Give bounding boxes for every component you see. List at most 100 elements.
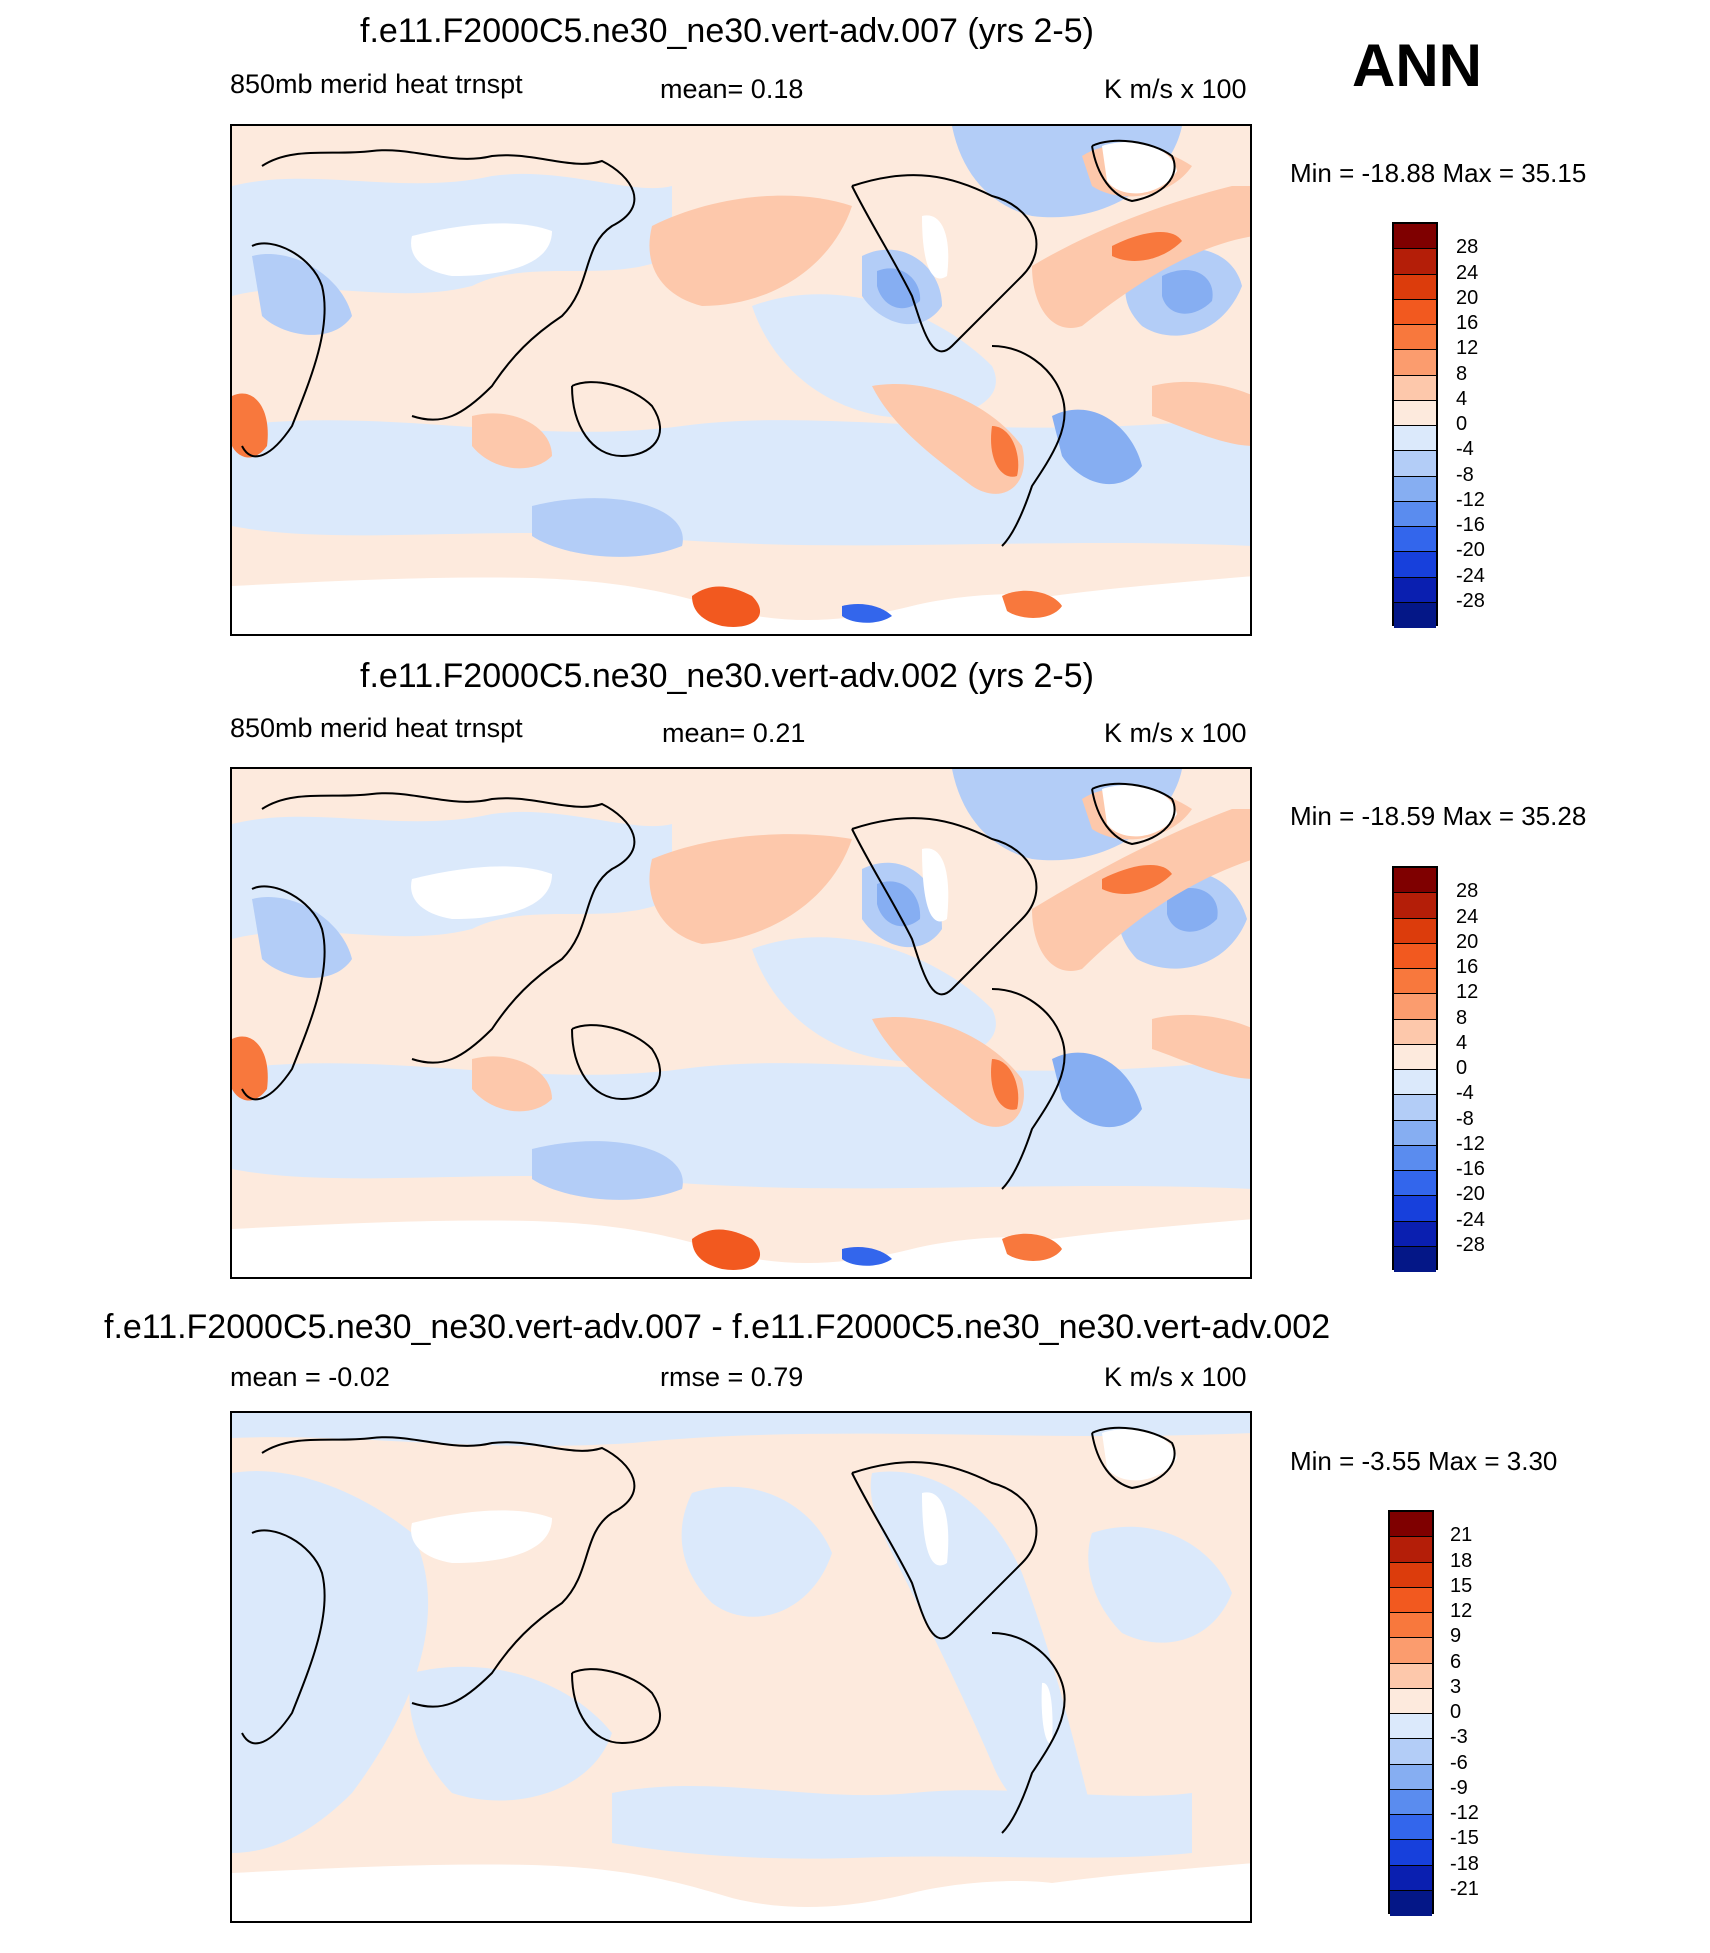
panel3-colorbar-label: -3 bbox=[1450, 1726, 1468, 1749]
panel1-colorbar-swatch bbox=[1394, 325, 1436, 351]
panel1-colorbar-label: -4 bbox=[1456, 438, 1474, 461]
panel1-region-mask-greenland bbox=[1102, 142, 1177, 194]
panel3-colorbar-swatch bbox=[1390, 1840, 1432, 1866]
panel2-map bbox=[230, 767, 1252, 1279]
panel1-colorbar-swatch bbox=[1394, 426, 1436, 452]
panel2-colorbar-swatch bbox=[1394, 1120, 1436, 1146]
panel3-coastlines bbox=[241, 1426, 1176, 1834]
panel3-colorbar-label: 12 bbox=[1450, 1600, 1473, 1622]
panel1-colorbar-swatch bbox=[1394, 501, 1436, 527]
panel1-colorbar-label: 28 bbox=[1456, 236, 1479, 259]
panel3-colorbar-swatch bbox=[1390, 1537, 1432, 1563]
panel2-colorbar-label: 0 bbox=[1456, 1057, 1468, 1079]
panel2-antarctica-pos-ross bbox=[692, 1229, 761, 1270]
panel2-colorbar-swatch bbox=[1394, 994, 1436, 1020]
panel3-colorbar-swatch bbox=[1390, 1663, 1432, 1689]
panel1-colorbar-swatch bbox=[1394, 274, 1436, 300]
panel3-colorbar-swatch bbox=[1390, 1815, 1432, 1841]
panel1-colorbar-swatch bbox=[1394, 476, 1436, 502]
panel2-colorbar-label: -12 bbox=[1456, 1132, 1485, 1155]
panel1-colorbar-label: 8 bbox=[1456, 362, 1468, 385]
panel1-region-mask-rockies bbox=[922, 215, 949, 279]
panel2-colorbar-label: 16 bbox=[1456, 956, 1479, 978]
panel1-colorbar-swatch bbox=[1394, 299, 1436, 325]
panel3-colorbar-swatch bbox=[1390, 1613, 1432, 1639]
panel2-colorbar-label: 20 bbox=[1456, 930, 1479, 953]
panel3-colorbar-swatch bbox=[1390, 1764, 1432, 1790]
panel1-mean-label: mean= 0.18 bbox=[660, 74, 804, 104]
panel3-colorbar-swatch bbox=[1390, 1714, 1432, 1740]
panel3-region-mask-andes bbox=[1041, 1682, 1053, 1744]
panel2-colorbar-swatch bbox=[1394, 1019, 1436, 1045]
panel3-colorbar-swatch bbox=[1390, 1865, 1432, 1891]
panel2-colorbar-swatch bbox=[1394, 1221, 1436, 1247]
panel3-region-neg-indian bbox=[409, 1666, 612, 1801]
panel1-region-neg-pacific bbox=[752, 294, 996, 419]
panel1-region-neg-southpac bbox=[532, 498, 683, 557]
panel3-colorbar-label: 15 bbox=[1450, 1574, 1473, 1597]
panel2-colorbar-swatch bbox=[1394, 1196, 1436, 1222]
panel1-colorbar-label: -8 bbox=[1456, 463, 1474, 486]
season-label: ANN bbox=[1352, 32, 1482, 99]
panel3-colorbar-label: 0 bbox=[1450, 1701, 1462, 1723]
panel1-region-neg-atlantic-core bbox=[1162, 270, 1213, 314]
panel1-region-neg-mideast bbox=[252, 254, 352, 335]
panel2-region-pos-southafrica bbox=[232, 1036, 268, 1101]
panel2-region-mask-rockies bbox=[922, 848, 949, 922]
panel1-region-mask-tibet bbox=[411, 223, 552, 276]
panel2-region-pos-natlantic-core bbox=[1102, 864, 1172, 894]
panel1-colorbar-label: -12 bbox=[1456, 488, 1485, 511]
panel1-coastlines bbox=[241, 139, 1176, 547]
panel1-colorbar-label: 4 bbox=[1456, 387, 1468, 410]
panel3-title: f.e11.F2000C5.ne30_ne30.vert-adv.007 - f… bbox=[104, 1308, 1331, 1346]
panel2-mean-label: mean= 0.21 bbox=[662, 718, 806, 748]
panel3-colorbar-swatch bbox=[1390, 1890, 1432, 1916]
panel3-region-neg-atlantic bbox=[1088, 1526, 1232, 1643]
panel3-mean-label: mean = -0.02 bbox=[230, 1362, 390, 1392]
panel3-colorbar-label: 21 bbox=[1450, 1524, 1473, 1547]
panel3-colorbar-label: -18 bbox=[1450, 1852, 1479, 1875]
panel1-antarctica-pos-ross bbox=[692, 586, 761, 627]
panel1-region-neg-samerica bbox=[1052, 409, 1142, 485]
panel2-variable-label: 850mb merid heat trnspt bbox=[230, 713, 523, 743]
panel2-region-pos-npacific bbox=[649, 834, 852, 944]
panel3-colorbar-label: -9 bbox=[1450, 1776, 1468, 1799]
panel3-region-mask-greenland bbox=[1102, 1429, 1177, 1481]
panel3-colorbar-swatch bbox=[1390, 1587, 1432, 1613]
panel2-region-mask-greenland bbox=[1102, 785, 1177, 837]
panel1-colorbar-swatch bbox=[1394, 375, 1436, 401]
panel1-colorbar-swatch bbox=[1394, 577, 1436, 603]
panel3-colorbar-swatch bbox=[1390, 1638, 1432, 1664]
panel1-colorbar bbox=[1392, 222, 1438, 628]
panel2-minmax-label: Min = -18.59 Max = 35.28 bbox=[1290, 801, 1587, 831]
panel2-colorbar-swatch bbox=[1394, 918, 1436, 944]
panel1-colorbar-label: -16 bbox=[1456, 514, 1485, 536]
panel3-colorbar bbox=[1388, 1510, 1434, 1916]
panel1-colorbar-swatch bbox=[1394, 451, 1436, 477]
panel1-colorbar-label: 20 bbox=[1456, 286, 1479, 309]
panel1-region-pos-indian bbox=[472, 413, 552, 469]
panel2-colorbar-label: 8 bbox=[1456, 1006, 1468, 1029]
panel2-region-mask-tibet bbox=[411, 866, 552, 919]
panel2-coastlines bbox=[241, 782, 1176, 1190]
panel3-region-neg-arctic bbox=[232, 1413, 1250, 1446]
panel3-colorbar-swatch bbox=[1390, 1562, 1432, 1588]
panel3-map-svg bbox=[232, 1413, 1250, 1921]
panel2-colorbar-label: -16 bbox=[1456, 1158, 1485, 1180]
panel3-colorbar-swatch bbox=[1390, 1739, 1432, 1765]
panel1-colorbar-swatch bbox=[1394, 224, 1436, 250]
panel2-units-label: K m/s x 100 bbox=[1104, 718, 1247, 748]
panel2-colorbar-swatch bbox=[1394, 969, 1436, 995]
panel2-colorbar-swatch bbox=[1394, 1044, 1436, 1070]
panel2-region-neg-atlantic-core bbox=[1167, 888, 1218, 932]
panel3-map bbox=[230, 1411, 1252, 1923]
panel1-colorbar-label: -28 bbox=[1456, 589, 1485, 612]
panel1-region-pos-npacific bbox=[649, 195, 852, 306]
panel3-colorbar-label: -6 bbox=[1450, 1751, 1468, 1774]
panel1-region-pos-natlantic-core bbox=[1112, 231, 1182, 261]
panel2-colorbar-label: -24 bbox=[1456, 1208, 1485, 1231]
panel1-variable-label: 850mb merid heat trnspt bbox=[230, 69, 523, 99]
panel2-antarctica-pos-weddell bbox=[1002, 1233, 1062, 1261]
panel1-region-pos-sepacific bbox=[872, 384, 1024, 494]
panel1-antarctica-pos-weddell bbox=[1002, 590, 1062, 618]
